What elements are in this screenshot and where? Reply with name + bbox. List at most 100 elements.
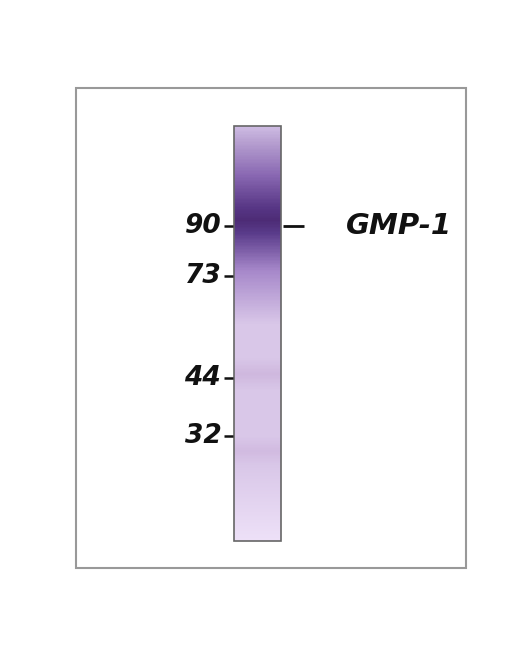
Bar <box>235 203 281 205</box>
Bar <box>235 314 281 315</box>
Bar <box>235 346 281 347</box>
Bar <box>235 499 281 500</box>
Bar <box>235 365 281 367</box>
Bar <box>235 157 281 159</box>
Bar <box>235 272 281 274</box>
Bar <box>235 411 281 412</box>
Bar <box>235 514 281 515</box>
Bar <box>235 255 281 257</box>
Bar <box>235 322 281 324</box>
Bar <box>235 466 281 467</box>
Bar <box>235 404 281 405</box>
Bar <box>235 199 281 200</box>
Bar <box>235 497 281 498</box>
Bar <box>235 473 281 474</box>
Bar <box>235 482 281 483</box>
Bar <box>235 307 281 308</box>
Bar <box>235 454 281 455</box>
Bar <box>235 447 281 448</box>
Bar <box>235 540 281 541</box>
Bar <box>235 373 281 375</box>
Bar <box>235 437 281 439</box>
Bar <box>235 190 281 192</box>
Bar <box>235 206 281 207</box>
Bar <box>235 370 281 372</box>
Bar <box>235 498 281 499</box>
Bar <box>235 382 281 383</box>
Bar <box>235 239 281 240</box>
Bar <box>235 168 281 170</box>
Bar <box>235 222 281 224</box>
Bar <box>235 536 281 537</box>
Bar <box>235 257 281 259</box>
Bar <box>235 391 281 393</box>
Bar <box>235 260 281 261</box>
Text: 73: 73 <box>184 263 221 289</box>
Bar <box>235 220 281 221</box>
Bar <box>235 259 281 260</box>
Bar <box>235 282 281 283</box>
Bar <box>235 227 281 228</box>
Bar <box>235 421 281 422</box>
Bar <box>235 182 281 184</box>
Bar <box>235 389 281 390</box>
Bar <box>235 164 281 166</box>
Bar <box>235 487 281 488</box>
Bar <box>235 433 281 434</box>
Bar <box>235 287 281 289</box>
Bar <box>235 480 281 482</box>
Text: 32: 32 <box>184 423 221 449</box>
Bar <box>235 478 281 480</box>
Bar <box>235 357 281 358</box>
Bar <box>235 461 281 462</box>
Bar <box>235 276 281 278</box>
Bar <box>235 455 281 456</box>
Bar <box>235 400 281 401</box>
Bar <box>235 189 281 190</box>
Bar <box>235 418 281 419</box>
Bar <box>235 134 281 135</box>
Bar <box>235 321 281 322</box>
Bar <box>235 538 281 539</box>
Bar <box>235 195 281 196</box>
Bar <box>235 171 281 173</box>
Bar <box>235 364 281 365</box>
Bar <box>235 265 281 266</box>
Bar <box>235 128 281 130</box>
Bar <box>235 166 281 167</box>
Bar <box>235 218 281 220</box>
Bar <box>235 369 281 370</box>
Bar <box>235 330 281 332</box>
Bar <box>235 289 281 291</box>
Bar <box>235 337 281 339</box>
Bar <box>235 298 281 300</box>
Bar <box>235 500 281 502</box>
Bar <box>235 252 281 253</box>
Bar <box>235 127 281 128</box>
Bar <box>235 266 281 268</box>
Bar <box>235 505 281 506</box>
Bar <box>235 213 281 214</box>
Bar <box>235 432 281 433</box>
Bar <box>235 286 281 287</box>
Bar <box>235 296 281 297</box>
Bar <box>235 187 281 188</box>
Bar <box>235 283 281 285</box>
Bar <box>235 192 281 194</box>
Bar <box>235 378 281 379</box>
Bar <box>235 303 281 304</box>
Bar <box>235 309 281 311</box>
Bar <box>235 209 281 210</box>
Bar <box>235 398 281 400</box>
Bar <box>235 486 281 487</box>
Bar <box>235 428 281 429</box>
Bar <box>235 130 281 131</box>
Bar <box>235 430 281 432</box>
Bar <box>235 362 281 364</box>
Bar <box>235 332 281 333</box>
Bar <box>235 385 281 386</box>
Bar <box>235 439 281 440</box>
Bar <box>235 246 281 248</box>
Bar <box>235 523 281 525</box>
Bar <box>235 451 281 452</box>
